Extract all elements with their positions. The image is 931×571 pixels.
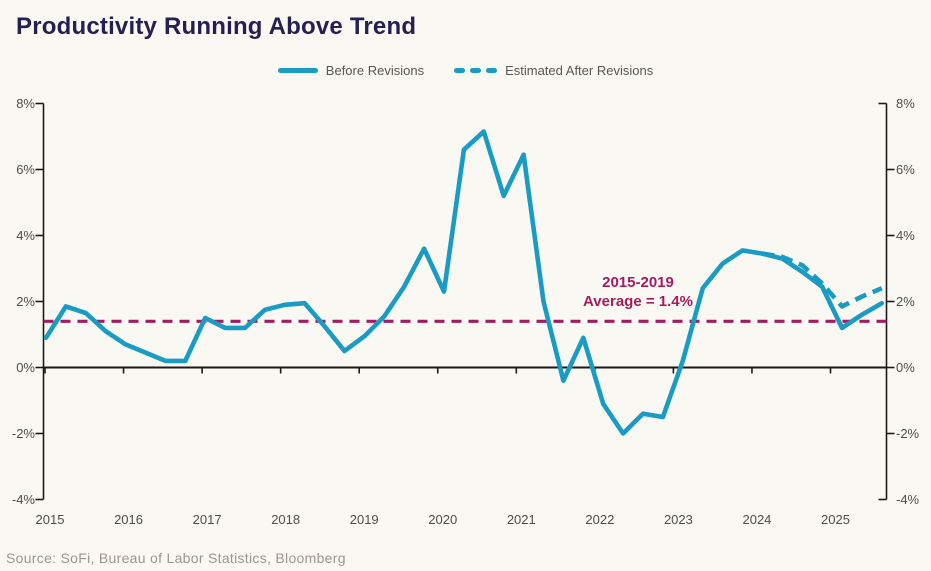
y-label-right: -2% [896, 426, 920, 441]
series-after-revisions-line [762, 251, 883, 309]
x-label-year: 2020 [428, 512, 457, 527]
x-axis: 2015 2016 2017 2018 2019 2020 2021 2022 2023 2024… [36, 366, 887, 527]
source-text: Source: SoFi, Bureau of Labor Statistics… [6, 550, 346, 566]
legend-item-before: Before Revisions [277, 63, 425, 78]
legend-label-before: Before Revisions [325, 63, 425, 78]
y-label-left: 6% [16, 162, 35, 177]
y-label-right: 8% [896, 96, 915, 111]
y-label-left: 4% [16, 228, 35, 243]
y-label-left: -4% [12, 492, 36, 507]
x-label-year: 2017 [193, 512, 222, 527]
y-label-left: 0% [16, 360, 35, 375]
x-label-year: 2022 [585, 512, 614, 527]
x-label-year: 2024 [742, 512, 771, 527]
x-label-year: 2021 [507, 512, 536, 527]
x-label-year: 2023 [664, 512, 693, 527]
y-label-right: 4% [896, 228, 915, 243]
annotation-line1: 2015-2019 [602, 274, 674, 291]
legend-label-after: Estimated After Revisions [505, 63, 654, 78]
y-label-right: 0% [896, 360, 915, 375]
y-label-left: 8% [16, 96, 35, 111]
chart-title: Productivity Running Above Trend [16, 13, 417, 40]
productivity-line-chart: 8% 8%6% 6%4% 4%2% 2%0% 0%-2% -2%-4% -4%2015 2016… [12, 96, 920, 527]
x-label-year: 2019 [350, 512, 379, 527]
legend-item-after: Estimated After Revisions [454, 63, 653, 78]
y-label-right: 2% [896, 294, 915, 309]
dashed-line-swatch [454, 68, 498, 73]
x-label-year: 2025 [821, 512, 850, 527]
solid-line-swatch [277, 68, 318, 73]
series-before-revisions-line [43, 129, 885, 436]
x-label-year: 2015 [36, 512, 65, 527]
legend: Before Revisions Estimated After Revisio… [0, 63, 931, 78]
y-label-left: -2% [12, 426, 36, 441]
y-label-right: 6% [896, 162, 915, 177]
x-label-year: 2016 [114, 512, 143, 527]
y-axes: 8% 8% 6% 6% 4% 4% 2% 2% 0% 0% -2% -2% -4% -4% [12, 96, 920, 507]
x-label-year: 2018 [271, 512, 300, 527]
annotation-line2: Average = 1.4% [583, 293, 693, 310]
y-label-left: 2% [16, 294, 35, 309]
average-annotation: 2015-2019 Average = 1.4% [556, 273, 720, 311]
y-label-right: -4% [896, 492, 920, 507]
